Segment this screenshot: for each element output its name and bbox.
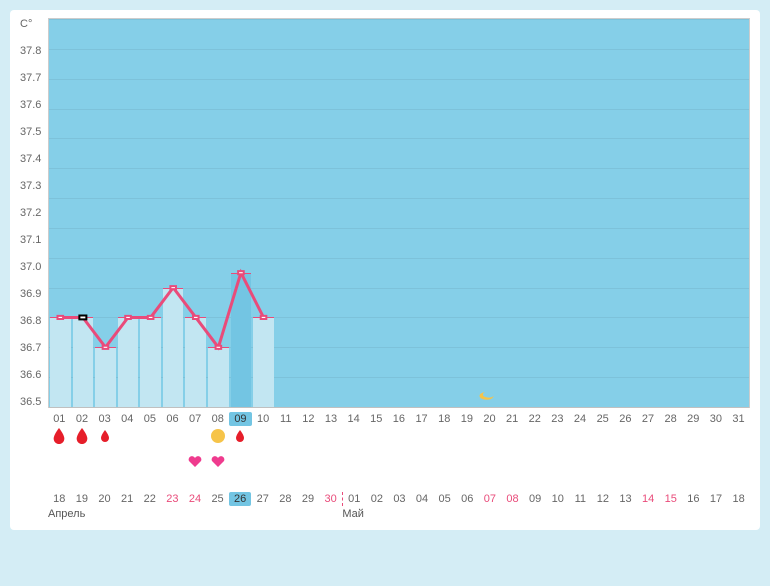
calendar-day[interactable]: 06	[456, 492, 479, 506]
drop-icon	[235, 430, 245, 445]
sun-icon	[210, 428, 226, 447]
x-tick[interactable]: 17	[410, 412, 433, 426]
y-tick: 37.3	[20, 180, 44, 192]
calendar-row: 1819202122232425262728293001020304050607…	[20, 492, 750, 506]
x-tick[interactable]: 21	[501, 412, 524, 426]
markers-row-2	[20, 454, 750, 470]
x-tick[interactable]: 05	[139, 412, 162, 426]
y-tick: C°	[20, 18, 44, 30]
x-tick[interactable]: 26	[614, 412, 637, 426]
drop-icon	[75, 428, 89, 447]
y-tick: 36.6	[20, 369, 44, 381]
line-series	[49, 19, 749, 407]
calendar-day[interactable]: 03	[388, 492, 411, 506]
chart-card: C° 37.8 37.7 37.6 37.5 37.4 37.3 37.2 37.1 37.0 36…	[10, 10, 760, 530]
calendar-day[interactable]: 07	[479, 492, 502, 506]
x-tick[interactable]: 23	[546, 412, 569, 426]
calendar-day[interactable]: 20	[93, 492, 116, 506]
x-tick[interactable]: 30	[705, 412, 728, 426]
y-axis: C° 37.8 37.7 37.6 37.5 37.4 37.3 37.2 37.1 37.0 36…	[20, 18, 48, 408]
x-tick[interactable]: 09	[229, 412, 252, 426]
x-tick[interactable]: 13	[320, 412, 343, 426]
calendar-day[interactable]: 18	[48, 492, 71, 506]
month-label-right: Май	[342, 508, 750, 520]
x-tick[interactable]: 27	[637, 412, 660, 426]
x-tick[interactable]: 31	[727, 412, 750, 426]
calendar-day[interactable]: 09	[524, 492, 547, 506]
calendar-day[interactable]: 26	[229, 492, 252, 506]
heart-icon	[188, 455, 202, 470]
x-tick[interactable]: 14	[342, 412, 365, 426]
calendar-day[interactable]: 01	[342, 492, 366, 506]
calendar-day[interactable]: 22	[138, 492, 161, 506]
calendar-day[interactable]: 28	[274, 492, 297, 506]
y-tick: 36.9	[20, 288, 44, 300]
month-labels: АпрельМай	[20, 508, 750, 520]
drop-icon	[100, 430, 110, 445]
plot	[48, 18, 750, 408]
x-tick[interactable]: 24	[569, 412, 592, 426]
calendar-day[interactable]: 17	[705, 492, 728, 506]
calendar-day[interactable]: 25	[206, 492, 229, 506]
x-tick[interactable]: 12	[297, 412, 320, 426]
markers-row-1	[20, 428, 750, 446]
calendar-day[interactable]: 05	[433, 492, 456, 506]
x-tick[interactable]: 15	[365, 412, 388, 426]
x-tick[interactable]: 01	[48, 412, 71, 426]
calendar-day[interactable]: 11	[569, 492, 592, 506]
y-tick: 37.2	[20, 207, 44, 219]
calendar-day[interactable]: 27	[251, 492, 274, 506]
x-tick[interactable]: 16	[388, 412, 411, 426]
x-tick[interactable]: 02	[71, 412, 94, 426]
calendar-day[interactable]: 13	[614, 492, 637, 506]
y-tick: 37.1	[20, 234, 44, 246]
calendar-day[interactable]: 24	[184, 492, 207, 506]
y-tick: 36.5	[20, 396, 44, 408]
x-tick[interactable]: 28	[659, 412, 682, 426]
x-tick[interactable]: 06	[161, 412, 184, 426]
calendar-day[interactable]: 18	[727, 492, 750, 506]
x-tick[interactable]: 10	[252, 412, 275, 426]
calendar-day[interactable]: 02	[366, 492, 389, 506]
x-axis: 0102030405060708091011121314151617181920…	[20, 412, 750, 426]
x-tick[interactable]: 18	[433, 412, 456, 426]
calendar-day[interactable]: 29	[297, 492, 320, 506]
calendar-day[interactable]: 15	[659, 492, 682, 506]
calendar-day[interactable]: 21	[116, 492, 139, 506]
month-label-left: Апрель	[48, 508, 342, 520]
calendar-day[interactable]: 23	[161, 492, 184, 506]
y-tick: 37.5	[20, 126, 44, 138]
x-tick[interactable]: 29	[682, 412, 705, 426]
drop-icon	[52, 428, 66, 447]
calendar-day[interactable]: 04	[411, 492, 434, 506]
calendar-day[interactable]: 16	[682, 492, 705, 506]
x-tick[interactable]: 07	[184, 412, 207, 426]
x-tick[interactable]: 11	[274, 412, 297, 426]
calendar-day[interactable]: 30	[319, 492, 342, 506]
x-tick[interactable]: 03	[93, 412, 116, 426]
x-tick[interactable]: 08	[206, 412, 229, 426]
calendar-day[interactable]: 10	[546, 492, 569, 506]
calendar-day[interactable]: 14	[637, 492, 660, 506]
y-tick: 37.4	[20, 153, 44, 165]
x-tick[interactable]: 22	[523, 412, 546, 426]
calendar-day[interactable]: 12	[592, 492, 615, 506]
y-tick: 37.7	[20, 72, 44, 84]
calendar-day[interactable]: 08	[501, 492, 524, 506]
y-tick: 37.0	[20, 261, 44, 273]
y-tick: 36.7	[20, 342, 44, 354]
x-tick[interactable]: 19	[456, 412, 479, 426]
x-tick[interactable]: 04	[116, 412, 139, 426]
chart-area: C° 37.8 37.7 37.6 37.5 37.4 37.3 37.2 37.1 37.0 36…	[20, 18, 750, 408]
y-tick: 37.6	[20, 99, 44, 111]
calendar-day[interactable]: 19	[71, 492, 94, 506]
y-tick: 37.8	[20, 45, 44, 57]
x-tick[interactable]: 20	[478, 412, 501, 426]
y-tick: 36.8	[20, 315, 44, 327]
x-tick[interactable]: 25	[591, 412, 614, 426]
heart-icon	[211, 455, 225, 470]
